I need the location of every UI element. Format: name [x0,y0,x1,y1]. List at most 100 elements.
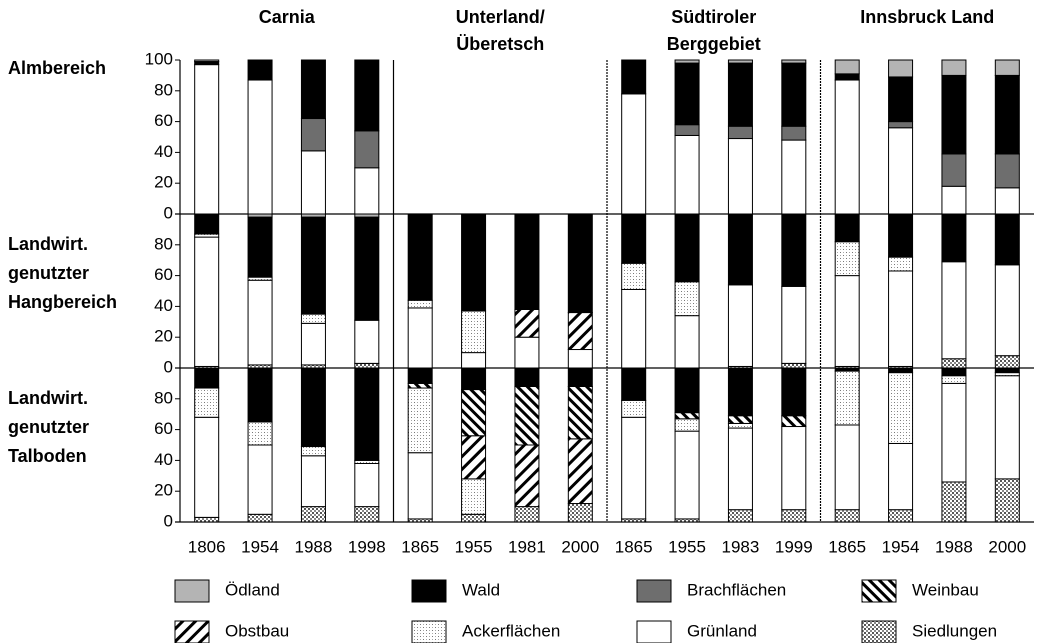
y-tick-label: 40 [154,296,173,315]
bar-segment [300,367,326,448]
bar-segment [674,281,700,317]
bar-segment [247,216,273,278]
bar-segment [888,509,914,523]
bar-segment [781,426,807,511]
bar-segment [941,375,967,384]
bar-segment [247,444,273,515]
y-tick-label: 100 [145,49,173,68]
y-tick-label: 60 [154,111,173,130]
bar-segment [514,308,540,338]
bar-segment [247,279,273,366]
bar-segment [834,370,860,426]
bar-segment [621,213,647,264]
bar-segment [621,367,647,401]
y-tick-label: 60 [154,419,173,438]
bar-segment [727,284,753,367]
bar-segment [354,167,380,215]
y-tick-label: 80 [154,80,173,99]
bar-segment [247,367,273,423]
bar-segment [834,79,860,215]
bar-segment [941,367,967,377]
bar-segment [834,509,860,523]
column-title: Carnia [259,7,316,27]
x-tick-label: 1999 [775,537,813,556]
bar-segment [354,216,380,321]
bar-segment [247,59,273,81]
bar-segment [567,438,593,505]
bar-segment [834,213,860,243]
legend-label: Obstbau [225,621,289,640]
bar-segment [834,59,860,75]
legend-label: Weinbau [912,580,979,599]
row-title: Almbereich [8,58,106,78]
bar-segment [941,382,967,483]
bar-segment [888,442,914,511]
bar-segment [514,444,540,508]
bar-segment [407,382,433,389]
bar-segment [674,62,700,126]
bar-segment [941,74,967,155]
legend-swatch [861,579,897,603]
bar-segment [461,352,487,369]
bar-segment [354,462,380,508]
legend-swatch [636,620,672,643]
bar-segment [300,455,326,508]
bar-segment [994,213,1020,266]
x-tick-label: 1988 [935,537,973,556]
bar-segment [461,310,487,354]
bar-segment [300,150,326,215]
legend-label: Grünland [687,621,757,640]
bar-segment [621,93,647,215]
bar-segment [674,59,700,64]
bar-segment [781,125,807,141]
bar-segment [888,121,914,129]
bar-segment [727,427,753,511]
bar-segment [354,367,380,461]
bar-segment [194,59,220,63]
x-tick-label: 2000 [988,537,1026,556]
bar-segment [888,270,914,367]
bar-segment [994,478,1020,523]
bar-segment [461,478,487,515]
bar-segment [994,187,1020,215]
bar-segment [461,513,487,523]
bar-segment [674,412,700,420]
bar-segment [461,367,487,391]
bar-segment [781,59,807,64]
bar-segment [514,336,540,369]
bar-segment [834,367,860,372]
bar-segment [354,213,380,218]
bar-segment [247,513,273,523]
y-tick-label: 40 [154,450,173,469]
bar-segment [888,76,914,123]
bar-segment [407,387,433,454]
column-title: Unterland/ [456,7,545,27]
x-tick-label: 1865 [401,537,439,556]
bar-segment [514,506,540,523]
bar-segment [727,138,753,215]
bar-segment [621,262,647,290]
bar-segment [514,367,540,387]
bar-segment [781,213,807,287]
bar-segment [407,307,433,369]
bar-segment [834,241,860,277]
legend-label: Ödland [225,580,280,599]
x-tick-label: 1865 [828,537,866,556]
x-tick-label: 1988 [295,537,333,556]
bar-segment [621,288,647,369]
legend-swatch [636,579,672,603]
bar-segment [300,446,326,457]
x-tick-label: 1954 [241,537,279,556]
bar-segment [354,319,380,364]
bar-segment [300,322,326,366]
bar-segment [194,416,220,518]
legend-label: Ackerflächen [462,621,560,640]
bar-segment [194,236,220,367]
bar-segment [727,59,753,64]
bar-segment [727,62,753,127]
bar-segment [354,59,380,132]
legend-swatch [174,620,210,643]
bar-segment [407,299,433,309]
bar-segment [994,59,1020,76]
bar-segment [621,59,647,95]
